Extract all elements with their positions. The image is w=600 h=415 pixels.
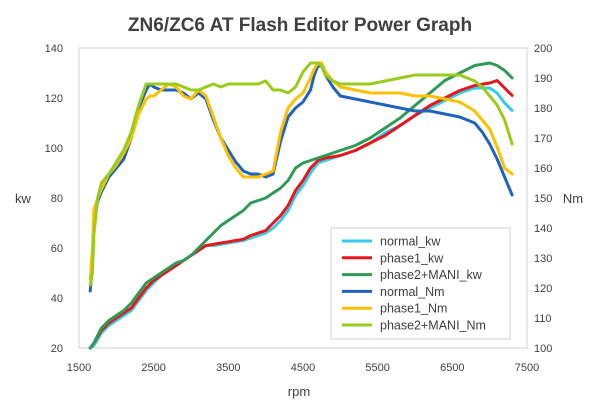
legend-label: normal_kw xyxy=(380,235,441,249)
y-right-tick-label: 170 xyxy=(534,133,552,145)
legend-label: phase1_Nm xyxy=(380,302,447,316)
y-right-tick-label: 150 xyxy=(534,193,552,205)
legend-label: normal_Nm xyxy=(380,285,445,299)
y-left-tick-label: 60 xyxy=(51,243,63,255)
x-tick-label: 5500 xyxy=(365,362,389,374)
y-right-tick-label: 110 xyxy=(534,313,552,325)
x-tick-label: 3500 xyxy=(216,362,240,374)
legend-label: phase2+MANI_Nm xyxy=(380,319,486,333)
plot-area-border xyxy=(78,47,528,349)
series-line-2 xyxy=(88,61,514,350)
series-line-1 xyxy=(88,79,514,350)
y-left-tick-label: 100 xyxy=(45,143,63,155)
axes: 1500 2500 3500 4500 5500 6500 7500 20 40 60 80 100 1… xyxy=(45,43,553,374)
y-right-tick-label: 120 xyxy=(534,283,552,295)
y-left-tick-label: 20 xyxy=(51,343,63,355)
x-axis-label: rpm xyxy=(288,384,310,399)
legend: normal_kw phase1_kw phase2+MANI_kw normal_N… xyxy=(330,227,511,340)
y-right-tick-label: 200 xyxy=(534,43,552,55)
y-right-tick-label: 130 xyxy=(534,253,552,265)
legend-label: phase1_kw xyxy=(380,251,444,265)
x-tick-label: 6500 xyxy=(440,362,464,374)
x-tick-label: 7500 xyxy=(515,362,539,374)
x-tick-label: 2500 xyxy=(141,362,165,374)
y-left-tick-label: 140 xyxy=(45,43,63,55)
y-right-tick-label: 180 xyxy=(534,103,552,115)
series-line-5 xyxy=(88,61,514,287)
x-tick-label: 1500 xyxy=(67,362,91,374)
y-right-tick-label: 100 xyxy=(534,343,552,355)
y-left-tick-label: 80 xyxy=(51,193,63,205)
y-right-tick-label: 160 xyxy=(534,163,552,175)
y-right-tick-label: 190 xyxy=(534,73,552,85)
x-tick-label: 4500 xyxy=(291,362,315,374)
legend-box xyxy=(330,227,511,340)
series-lines xyxy=(88,61,514,350)
y-left-tick-label: 120 xyxy=(45,93,63,105)
chart-title: ZN6/ZC6 AT Flash Editor Power Graph xyxy=(128,15,472,36)
y-axis-left-label: kw xyxy=(15,191,32,206)
y-right-tick-label: 140 xyxy=(534,223,552,235)
y-left-tick-label: 40 xyxy=(51,293,63,305)
y-axis-right-label: Nm xyxy=(563,191,583,206)
series-line-4 xyxy=(88,61,514,281)
legend-label: phase2+MANI_kw xyxy=(380,268,483,282)
